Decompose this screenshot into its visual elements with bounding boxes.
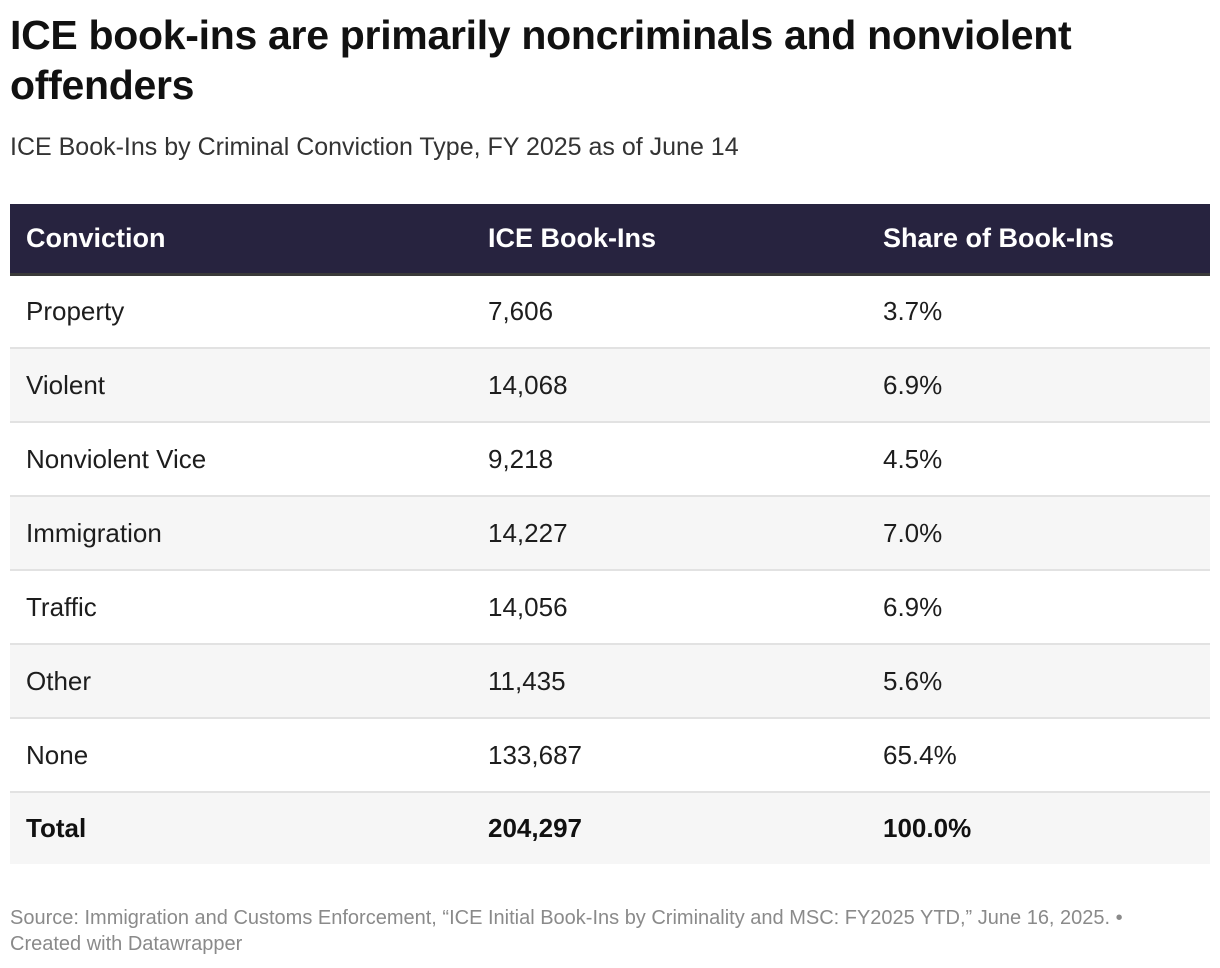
cell-conviction-total: Total — [26, 813, 87, 843]
cell-conviction: Property — [26, 295, 125, 326]
cell-conviction: Immigration — [26, 517, 162, 548]
table-row: Violent 14,068 6.9% — [10, 348, 1210, 422]
table-row: Immigration 14,227 7.0% — [10, 496, 1210, 570]
cell-conviction: Traffic — [26, 591, 97, 622]
chart-title: ICE book-ins are primarily noncriminals … — [10, 12, 1072, 108]
cell-conviction: None — [26, 739, 89, 770]
cell-share: 4.5% — [883, 443, 943, 474]
table-row: Other 11,435 5.6% — [10, 644, 1210, 718]
cell-book-ins: 7,606 — [488, 295, 554, 326]
cell-conviction: Nonviolent Vice — [26, 443, 207, 474]
source-note: Source: Immigration and Customs Enforcem… — [10, 907, 1123, 955]
table-header-row: Conviction ICE Book-Ins Share of Book-In… — [10, 204, 1210, 276]
cell-share: 6.9% — [883, 369, 943, 400]
table-row: Nonviolent Vice 9,218 4.5% — [10, 422, 1210, 496]
cell-book-ins: 133,687 — [488, 739, 582, 770]
cell-share: 7.0% — [883, 517, 943, 548]
cell-conviction: Violent — [26, 369, 106, 400]
column-header-book-ins[interactable]: ICE Book-Ins — [472, 204, 867, 276]
cell-conviction: Other — [26, 665, 92, 696]
cell-book-ins: 9,218 — [488, 443, 554, 474]
data-table-container: Conviction ICE Book-Ins Share of Book-In… — [10, 204, 1210, 864]
table-row: None 133,687 65.4% — [10, 718, 1210, 792]
cell-share: 5.6% — [883, 665, 943, 696]
cell-share: 3.7% — [883, 295, 943, 326]
column-header-conviction[interactable]: Conviction — [10, 204, 472, 276]
data-table: Conviction ICE Book-Ins Share of Book-In… — [10, 204, 1210, 864]
cell-share: 6.9% — [883, 591, 943, 622]
cell-share: 65.4% — [883, 739, 957, 770]
cell-book-ins: 11,435 — [488, 665, 566, 696]
chart-subtitle: ICE Book-Ins by Criminal Conviction Type… — [10, 133, 739, 161]
column-header-share[interactable]: Share of Book-Ins — [867, 204, 1210, 276]
cell-share-total: 100.0% — [883, 813, 972, 843]
cell-book-ins: 14,056 — [488, 591, 568, 622]
table-row: Property 7,606 3.7% — [10, 274, 1210, 348]
cell-book-ins: 14,227 — [488, 517, 568, 548]
table-total-row: Total 204,297 100.0% — [10, 792, 1210, 864]
cell-book-ins-total: 204,297 — [488, 813, 582, 843]
table-row: Traffic 14,056 6.9% — [10, 570, 1210, 644]
cell-book-ins: 14,068 — [488, 369, 568, 400]
